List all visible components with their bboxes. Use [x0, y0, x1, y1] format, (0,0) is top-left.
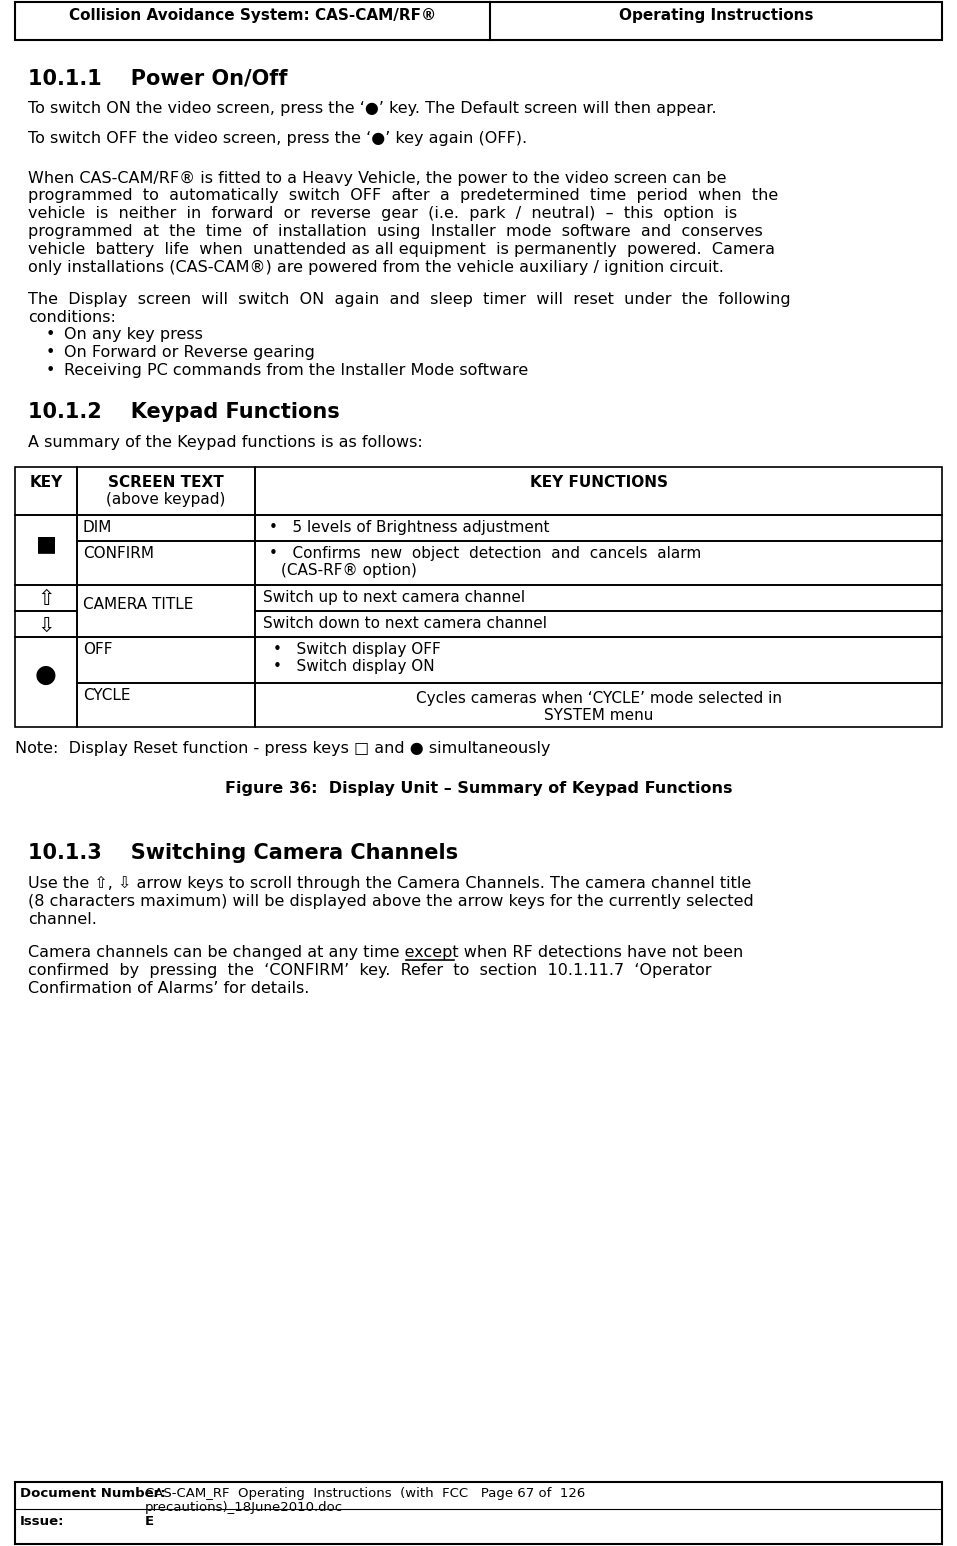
Text: ⇧: ⇧ [37, 589, 55, 609]
Text: A summary of the Keypad functions is as follows:: A summary of the Keypad functions is as … [28, 436, 423, 450]
Text: CAMERA TITLE: CAMERA TITLE [83, 597, 193, 612]
Text: precautions)_18June2010.doc: precautions)_18June2010.doc [145, 1501, 344, 1514]
Text: •   Confirms  new  object  detection  and  cancels  alarm: • Confirms new object detection and canc… [269, 546, 701, 561]
Text: Confirmation of Alarms’ for details.: Confirmation of Alarms’ for details. [28, 982, 309, 996]
Text: CONFIRM: CONFIRM [83, 546, 154, 561]
Bar [77, 541, 255, 586]
Text: KEY FUNCTIONS: KEY FUNCTIONS [529, 475, 667, 490]
Bar [15, 515, 77, 586]
Text: OFF: OFF [83, 642, 113, 657]
Text: KEY: KEY [30, 475, 62, 490]
Text: Use the ⇧, ⇩ arrow keys to scroll through the Camera Channels. The camera channe: Use the ⇧, ⇩ arrow keys to scroll throug… [28, 877, 751, 890]
Text: vehicle  is  neither  in  forward  or  reverse  gear  (i.e.  park  /  neutral)  : vehicle is neither in forward or reverse… [28, 206, 737, 221]
Text: ■: ■ [35, 535, 56, 555]
Bar [255, 467, 942, 515]
Bar [255, 637, 942, 683]
Text: •: • [46, 328, 56, 342]
Bar [255, 683, 942, 727]
Text: Issue:: Issue: [20, 1515, 64, 1527]
Text: When CAS-CAM/RF® is fitted to a Heavy Vehicle, the power to the video screen can: When CAS-CAM/RF® is fitted to a Heavy Ve… [28, 170, 726, 186]
Text: E: E [145, 1515, 154, 1527]
Bar [255, 541, 942, 586]
Bar [15, 611, 77, 637]
Text: vehicle  battery  life  when  unattended as all equipment  is permanently  power: vehicle battery life when unattended as … [28, 241, 775, 257]
Text: (CAS-RF® option): (CAS-RF® option) [281, 563, 417, 578]
Text: CAS-CAM_RF  Operating  Instructions  (with  FCC   Page 67 of  126: CAS-CAM_RF Operating Instructions (with … [145, 1487, 586, 1500]
Text: Cycles cameras when ‘CYCLE’ mode selected in: Cycles cameras when ‘CYCLE’ mode selecte… [415, 691, 782, 707]
Text: 10.1.1    Power On/Off: 10.1.1 Power On/Off [28, 68, 287, 88]
Text: programmed  at  the  time  of  installation  using  Installer  mode  software  a: programmed at the time of installation u… [28, 224, 763, 240]
Text: 10.1.2    Keypad Functions: 10.1.2 Keypad Functions [28, 402, 340, 422]
Text: Collision Avoidance System: CAS-CAM/RF®: Collision Avoidance System: CAS-CAM/RF® [69, 8, 436, 23]
Text: To switch OFF the video screen, press the ‘●’ key again (OFF).: To switch OFF the video screen, press th… [28, 131, 527, 147]
Bar [15, 2, 942, 40]
Text: Switch up to next camera channel: Switch up to next camera channel [263, 591, 525, 606]
Bar [15, 586, 77, 611]
Text: CYCLE: CYCLE [83, 688, 130, 703]
Text: channel.: channel. [28, 912, 97, 926]
Text: ●: ● [35, 663, 56, 688]
Text: SYSTEM menu: SYSTEM menu [544, 708, 654, 724]
Text: (8 characters maximum) will be displayed above the arrow keys for the currently : (8 characters maximum) will be displayed… [28, 894, 754, 909]
Text: •   Switch display OFF: • Switch display OFF [273, 642, 441, 657]
Text: Document Number:: Document Number: [20, 1487, 166, 1500]
Text: ⇩: ⇩ [37, 615, 55, 635]
Bar [77, 515, 255, 541]
Bar [15, 1483, 942, 1544]
Bar [77, 637, 255, 683]
Text: Switch down to next camera channel: Switch down to next camera channel [263, 617, 547, 631]
Text: programmed  to  automatically  switch  OFF  after  a  predetermined  time  perio: programmed to automatically switch OFF a… [28, 189, 778, 204]
Text: Figure 36:  Display Unit – Summary of Keypad Functions: Figure 36: Display Unit – Summary of Key… [225, 781, 732, 796]
Text: confirmed  by  pressing  the  ‘CONFIRM’  key.  Refer  to  section  10.1.11.7  ‘O: confirmed by pressing the ‘CONFIRM’ key.… [28, 963, 711, 979]
Text: Note:  Display Reset function - press keys □ and ● simultaneously: Note: Display Reset function - press key… [15, 742, 550, 756]
Bar [77, 586, 255, 637]
Text: 10.1.3    Switching Camera Channels: 10.1.3 Switching Camera Channels [28, 843, 458, 863]
Text: DIM: DIM [83, 521, 112, 535]
Text: •: • [46, 345, 56, 360]
Text: Operating Instructions: Operating Instructions [619, 8, 813, 23]
Bar [255, 611, 942, 637]
Text: •: • [46, 363, 56, 379]
Text: only installations (CAS-CAM®) are powered from the vehicle auxiliary / ignition : only installations (CAS-CAM®) are powere… [28, 260, 723, 275]
Text: On any key press: On any key press [64, 328, 203, 342]
Bar [255, 586, 942, 611]
Text: (above keypad): (above keypad) [106, 492, 226, 507]
Bar [77, 683, 255, 727]
Bar [255, 515, 942, 541]
Text: •   Switch display ON: • Switch display ON [273, 660, 434, 674]
Text: conditions:: conditions: [28, 309, 116, 325]
Bar [15, 637, 77, 727]
Text: Receiving PC commands from the Installer Mode software: Receiving PC commands from the Installer… [64, 363, 528, 379]
Text: The  Display  screen  will  switch  ON  again  and  sleep  timer  will  reset  u: The Display screen will switch ON again … [28, 292, 790, 306]
Text: To switch ON the video screen, press the ‘●’ key. The Default screen will then a: To switch ON the video screen, press the… [28, 100, 717, 116]
Text: •   5 levels of Brightness adjustment: • 5 levels of Brightness adjustment [269, 521, 549, 535]
Text: On Forward or Reverse gearing: On Forward or Reverse gearing [64, 345, 315, 360]
Bar [15, 467, 77, 515]
Text: Camera channels can be changed at any time except when RF detections have not be: Camera channels can be changed at any ti… [28, 946, 744, 960]
Text: SCREEN TEXT: SCREEN TEXT [108, 475, 224, 490]
Bar [77, 467, 255, 515]
